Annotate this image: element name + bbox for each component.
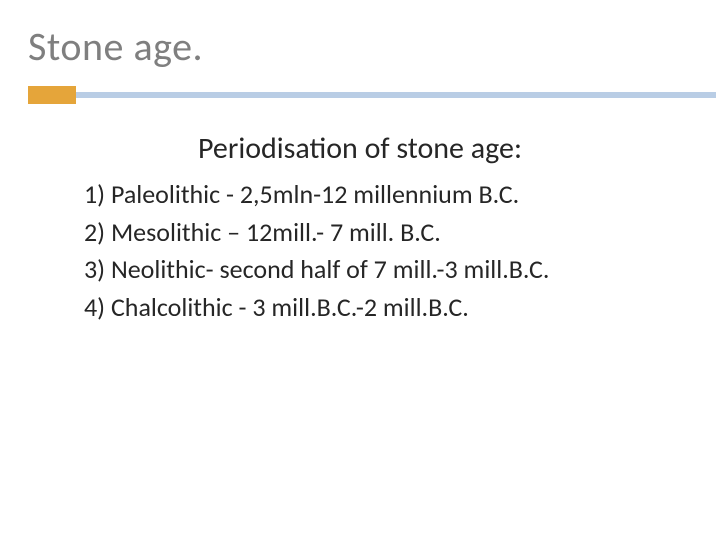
slide-subtitle: Periodisation of stone age: [0, 130, 720, 167]
list-item: 3) Neolithic- second half of 7 mill.-3 m… [84, 251, 684, 289]
list-item: 2) Mesolithic – 12mill.- 7 mill. B.C. [84, 214, 684, 252]
divider-accent-block [28, 86, 76, 104]
list-item: 4) Chalcolithic - 3 mill.B.C.-2 mill.B.C… [84, 289, 684, 327]
title-divider [0, 86, 720, 104]
divider-line [76, 92, 716, 98]
list-item: 1) Paleolithic - 2,5mln-12 millennium B.… [84, 176, 684, 214]
slide-title: Stone age. [28, 22, 203, 71]
body-text: 1) Paleolithic - 2,5mln-12 millennium B.… [84, 176, 684, 327]
slide: Stone age. Periodisation of stone age: 1… [0, 0, 720, 540]
